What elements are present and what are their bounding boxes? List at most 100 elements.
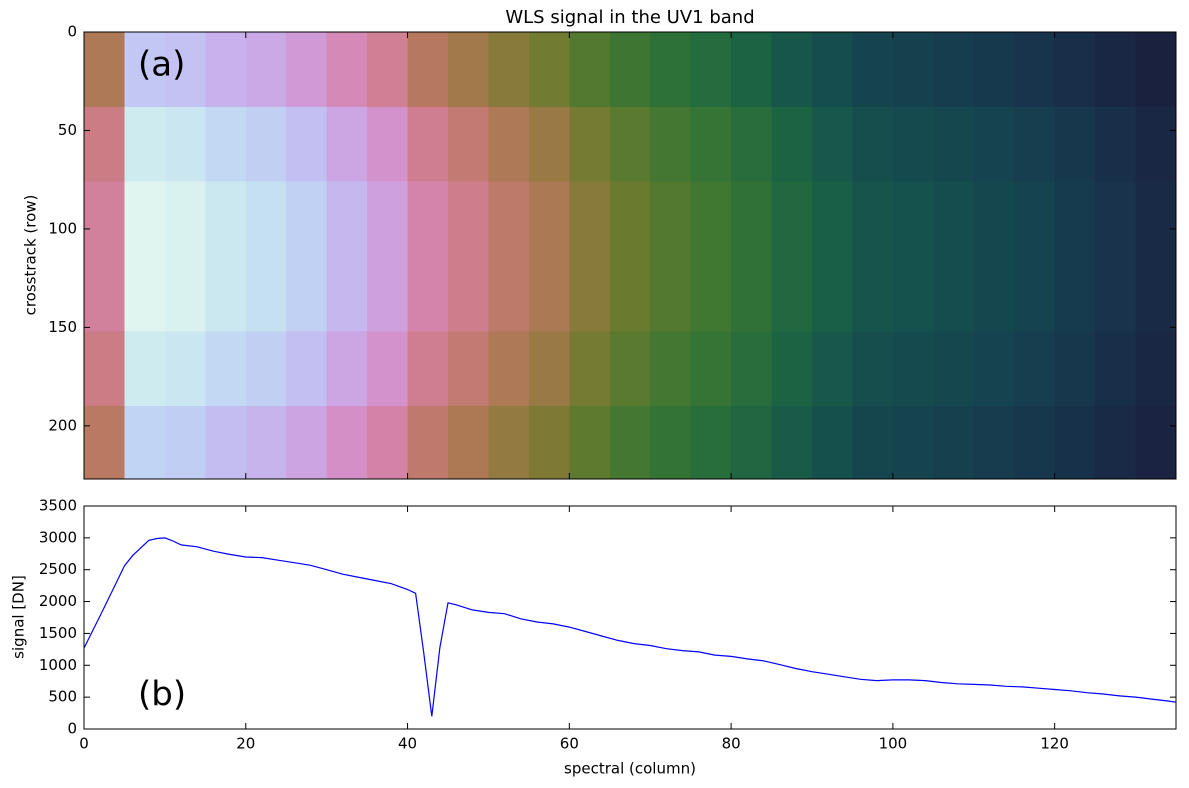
heatmap-cell bbox=[205, 331, 247, 407]
heatmap-cell bbox=[812, 331, 853, 407]
heatmap-cell bbox=[569, 406, 611, 480]
heatmap-cell bbox=[892, 406, 934, 480]
heatmap-cell bbox=[812, 256, 853, 332]
heatmap-cell bbox=[1054, 106, 1096, 183]
heatmap-cell bbox=[286, 331, 328, 407]
heatmap-cell bbox=[84, 32, 125, 108]
heatmap-cell bbox=[407, 256, 449, 332]
heatmap-cell bbox=[164, 331, 206, 407]
heatmap-cell bbox=[609, 181, 651, 257]
heatmap-cell bbox=[933, 181, 975, 257]
heatmap-cell bbox=[488, 32, 530, 108]
heatmap-cell bbox=[245, 106, 287, 183]
heatmap-cell bbox=[852, 256, 894, 332]
heatmap-cell bbox=[407, 32, 449, 108]
y-tick-label: 1500 bbox=[39, 624, 77, 642]
x-tick-label: 20 bbox=[236, 735, 255, 753]
heatmap-cell bbox=[528, 181, 570, 257]
heatmap-cell bbox=[367, 406, 409, 480]
heatmap-cell bbox=[448, 181, 489, 257]
heatmap-cell bbox=[892, 32, 934, 108]
heatmap-cell bbox=[1054, 256, 1096, 332]
heatmap-cell bbox=[690, 406, 732, 480]
heatmap-cell bbox=[852, 331, 894, 407]
heatmap-cell bbox=[1135, 32, 1177, 108]
heatmap-cell bbox=[1014, 181, 1056, 257]
heatmap-cell bbox=[731, 32, 773, 108]
heatmap-cell bbox=[771, 406, 813, 480]
heatmap-cell bbox=[286, 32, 328, 108]
heatmap-cell bbox=[1135, 331, 1177, 407]
heatmap-cell bbox=[448, 32, 489, 108]
axes-frame bbox=[83, 505, 1177, 730]
heatmap-cell bbox=[407, 106, 449, 183]
heatmap-cell bbox=[205, 32, 247, 108]
heatmap-cell bbox=[892, 256, 934, 332]
x-axis-label: spectral (column) bbox=[564, 760, 696, 778]
heatmap-cell bbox=[1095, 32, 1137, 108]
heatmap-cell bbox=[650, 406, 692, 480]
y-tick-label: 150 bbox=[48, 318, 77, 336]
heatmap-cell bbox=[812, 32, 853, 108]
heatmap-cell bbox=[1095, 106, 1137, 183]
heatmap-cell bbox=[973, 331, 1015, 407]
heatmap-cell bbox=[690, 181, 732, 257]
chart-title: WLS signal in the UV1 band bbox=[505, 7, 754, 28]
heatmap-cell bbox=[1014, 32, 1056, 108]
heatmap-cell bbox=[933, 256, 975, 332]
heatmap-cell bbox=[407, 406, 449, 480]
heatmap-cell bbox=[1095, 256, 1137, 332]
heatmap-cell bbox=[205, 106, 247, 183]
heatmap-cell bbox=[650, 106, 692, 183]
y-tick-label: 500 bbox=[48, 688, 77, 706]
heatmap-cell bbox=[731, 331, 773, 407]
heatmap-cell bbox=[1054, 331, 1096, 407]
heatmap-cell bbox=[488, 256, 530, 332]
heatmap-cell bbox=[245, 256, 287, 332]
data-line bbox=[83, 537, 1177, 717]
heatmap-cell bbox=[812, 406, 853, 480]
heatmap-cell bbox=[448, 331, 489, 407]
heatmap-cell bbox=[933, 406, 975, 480]
heatmap-cell bbox=[569, 32, 611, 108]
heatmap-cell bbox=[84, 331, 125, 407]
heatmap-cell bbox=[84, 181, 125, 257]
heatmap-cell bbox=[164, 106, 206, 183]
y-tick-label: 3000 bbox=[39, 528, 77, 546]
heatmap-cell bbox=[609, 106, 651, 183]
heatmap-cell bbox=[973, 181, 1015, 257]
heatmap-cell bbox=[973, 256, 1015, 332]
heatmap-cell bbox=[448, 406, 489, 480]
heatmap-cell bbox=[407, 331, 449, 407]
heatmap-cell bbox=[609, 256, 651, 332]
y-tick-label: 0 bbox=[67, 720, 77, 738]
heatmap-cell bbox=[771, 181, 813, 257]
heatmap-cell bbox=[1014, 256, 1056, 332]
heatmap-cell bbox=[1014, 331, 1056, 407]
heatmap-cell bbox=[528, 106, 570, 183]
heatmap-cell bbox=[488, 406, 530, 480]
heatmap-cell bbox=[852, 32, 894, 108]
y-tick-label: 1000 bbox=[39, 656, 77, 674]
heatmap-cell bbox=[650, 32, 692, 108]
heatmap-cell bbox=[650, 181, 692, 257]
heatmap-cell bbox=[326, 256, 368, 332]
heatmap-cell bbox=[933, 32, 975, 108]
y-axis-label: signal [DN] bbox=[10, 575, 28, 659]
heatmap-cell bbox=[84, 106, 125, 183]
heatmap-cell bbox=[286, 256, 328, 332]
heatmap-cell bbox=[367, 106, 409, 183]
heatmap-cell bbox=[1054, 181, 1096, 257]
heatmap-cell bbox=[286, 106, 328, 183]
heatmap-cell bbox=[771, 256, 813, 332]
y-tick-label: 0 bbox=[67, 23, 77, 41]
heatmap-cell bbox=[367, 256, 409, 332]
heatmap-cell bbox=[245, 32, 287, 108]
x-tick-label: 0 bbox=[79, 735, 89, 753]
heatmap-cell bbox=[286, 406, 328, 480]
heatmap-cell bbox=[569, 106, 611, 183]
heatmap-cell bbox=[124, 406, 166, 480]
heatmap-cell bbox=[852, 181, 894, 257]
heatmap-cell bbox=[326, 331, 368, 407]
heatmap-cell bbox=[1135, 256, 1177, 332]
